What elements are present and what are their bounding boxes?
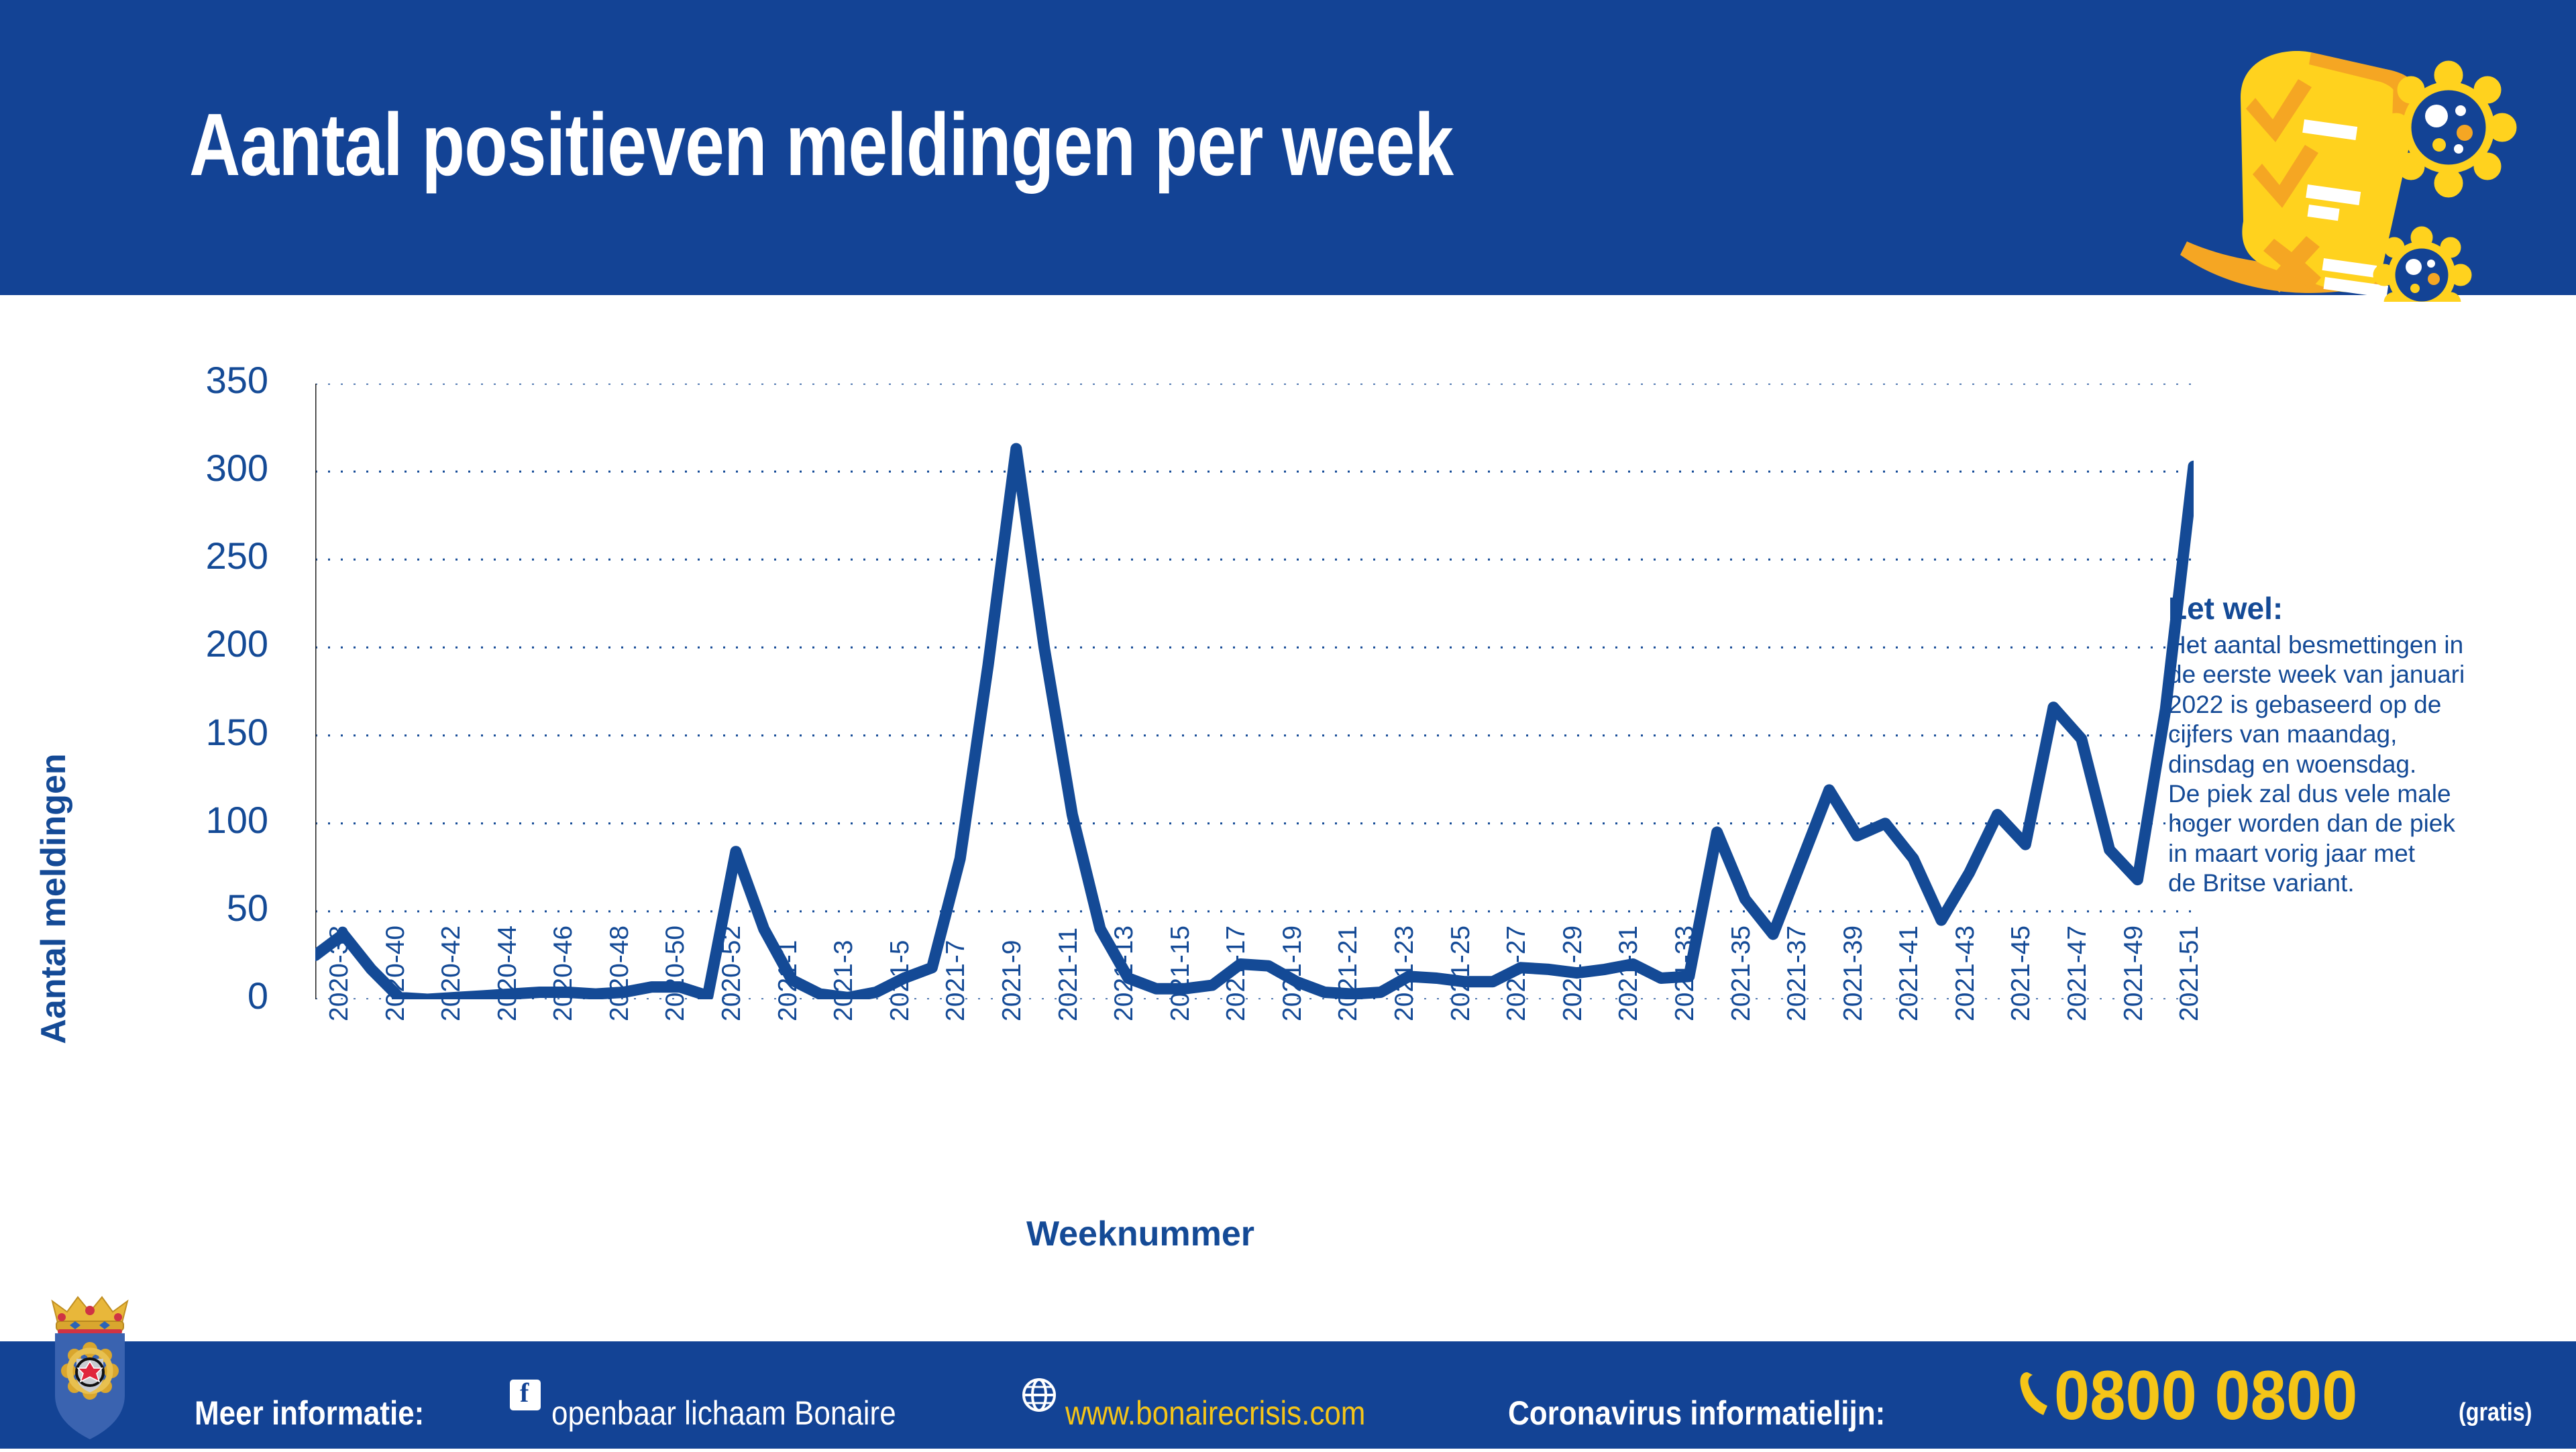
y-axis-tick-label: 150 (205, 710, 268, 753)
more-info-label: Meer informatie: (195, 1394, 425, 1432)
x-axis-tick-label: 2021-41 (1894, 925, 1924, 1021)
x-axis-tick-label: 2020-40 (380, 925, 410, 1021)
data-series-line (315, 443, 2194, 999)
x-axis-tick-label: 2021-49 (2118, 925, 2148, 1021)
x-axis-tick-label: 2021-31 (1614, 925, 1644, 1021)
y-axis-tick-label: 0 (247, 974, 268, 1017)
x-axis-tick-label: 2021-7 (941, 940, 971, 1021)
x-axis-tick-label: 2021-5 (885, 940, 914, 1021)
facebook-icon[interactable] (510, 1380, 541, 1410)
virus-icon-small (2373, 226, 2472, 313)
x-axis-tick-label: 2021-39 (1838, 925, 1868, 1021)
x-axis-tick-label: 2021-43 (1950, 925, 1980, 1021)
x-axis-tick-label: 2021-37 (1782, 925, 1812, 1021)
x-axis-tick-labels: 2020-38 2020-40 2020-42 2020-44 2020-46 2020-… (315, 926, 2204, 1211)
facebook-page-name[interactable]: openbaar lichaam Bonaire (551, 1394, 896, 1432)
note-title: Let wel: (2168, 591, 2284, 626)
y-axis-tick-label: 350 (205, 359, 268, 401)
globe-icon (1021, 1377, 1057, 1416)
checklist-scroll-icon (2167, 20, 2569, 313)
x-axis-tick-label: 2021-17 (1222, 925, 1251, 1021)
website-link[interactable]: www.bonairecrisis.com (1065, 1394, 1366, 1432)
y-axis-tick-label: 200 (205, 622, 268, 665)
y-axis-title: Aantal meldingen (34, 753, 73, 1044)
gridlines (315, 384, 2194, 999)
x-axis-tick-label: 2020-44 (492, 925, 522, 1021)
x-axis-tick-label: 2020-42 (437, 925, 466, 1021)
x-axis-tick-label: 2021-11 (1053, 927, 1083, 1021)
x-axis-tick-label: 2021-25 (1446, 925, 1475, 1021)
virus-icon-large (2381, 60, 2517, 198)
facebook-glyph: f (520, 1378, 529, 1408)
note-panel: Let wel: Het aantal besmettingen in de e… (2168, 590, 2551, 899)
bonaire-coat-of-arms (32, 1294, 160, 1449)
hotline-free-note: (gratis) (2459, 1398, 2532, 1427)
x-axis-tick-label: 2021-3 (829, 940, 859, 1021)
y-axis-tick-label: 300 (205, 447, 268, 490)
x-axis-tick-label: 2020-52 (717, 925, 747, 1021)
x-axis-tick-label: 2021-19 (1277, 925, 1307, 1021)
x-axis-tick-label: 2021-29 (1558, 925, 1587, 1021)
x-axis-title: Weeknummer (1026, 1215, 1255, 1253)
y-axis-tick-label: 250 (205, 535, 268, 577)
y-axis-tick-label: 50 (226, 886, 268, 929)
x-axis-tick-label: 2021-27 (1502, 925, 1532, 1021)
x-axis-tick-label: 2021-15 (1165, 925, 1195, 1021)
x-axis-tick-label: 2020-50 (661, 925, 690, 1021)
x-axis-tick-label: 2021-21 (1334, 925, 1363, 1021)
x-axis-tick-label: 2021-35 (1726, 925, 1756, 1021)
x-axis-tick-label: 2021-9 (997, 940, 1026, 1021)
x-axis-tick-label: 2020-38 (325, 925, 354, 1021)
y-axis-tick-label: 100 (205, 798, 268, 841)
phone-icon (2018, 1368, 2049, 1421)
x-axis-tick-label: 2021-23 (1390, 925, 1419, 1021)
x-axis-tick-label: 2020-46 (549, 925, 578, 1021)
x-axis-tick-label: 2021-51 (2175, 925, 2204, 1021)
chart-panel: Aantal meldingen Weeknummer 0 50 100 150 200… (0, 295, 2204, 1288)
page-footer (0, 1341, 2576, 1449)
page-title: Aantal positieven meldingen per week (189, 95, 1454, 194)
note-body: Het aantal besmettingen in de eerste wee… (2168, 631, 2465, 897)
x-axis-tick-label: 2021-45 (2006, 925, 2036, 1021)
x-axis-tick-label: 2021-13 (1110, 925, 1139, 1021)
x-axis-tick-label: 2021-1 (773, 940, 802, 1021)
hotline-label: Coronavirus informatielijn: (1508, 1394, 1886, 1432)
x-axis-tick-label: 2021-47 (2063, 925, 2092, 1021)
line-chart-plot (315, 384, 2194, 999)
hotline-number[interactable]: 0800 0800 (2054, 1357, 2358, 1435)
x-axis-tick-label: 2021-33 (1670, 925, 1699, 1021)
x-axis-tick-label: 2020-48 (604, 925, 634, 1021)
page-header: Aantal positieven meldingen per week (0, 0, 2576, 313)
